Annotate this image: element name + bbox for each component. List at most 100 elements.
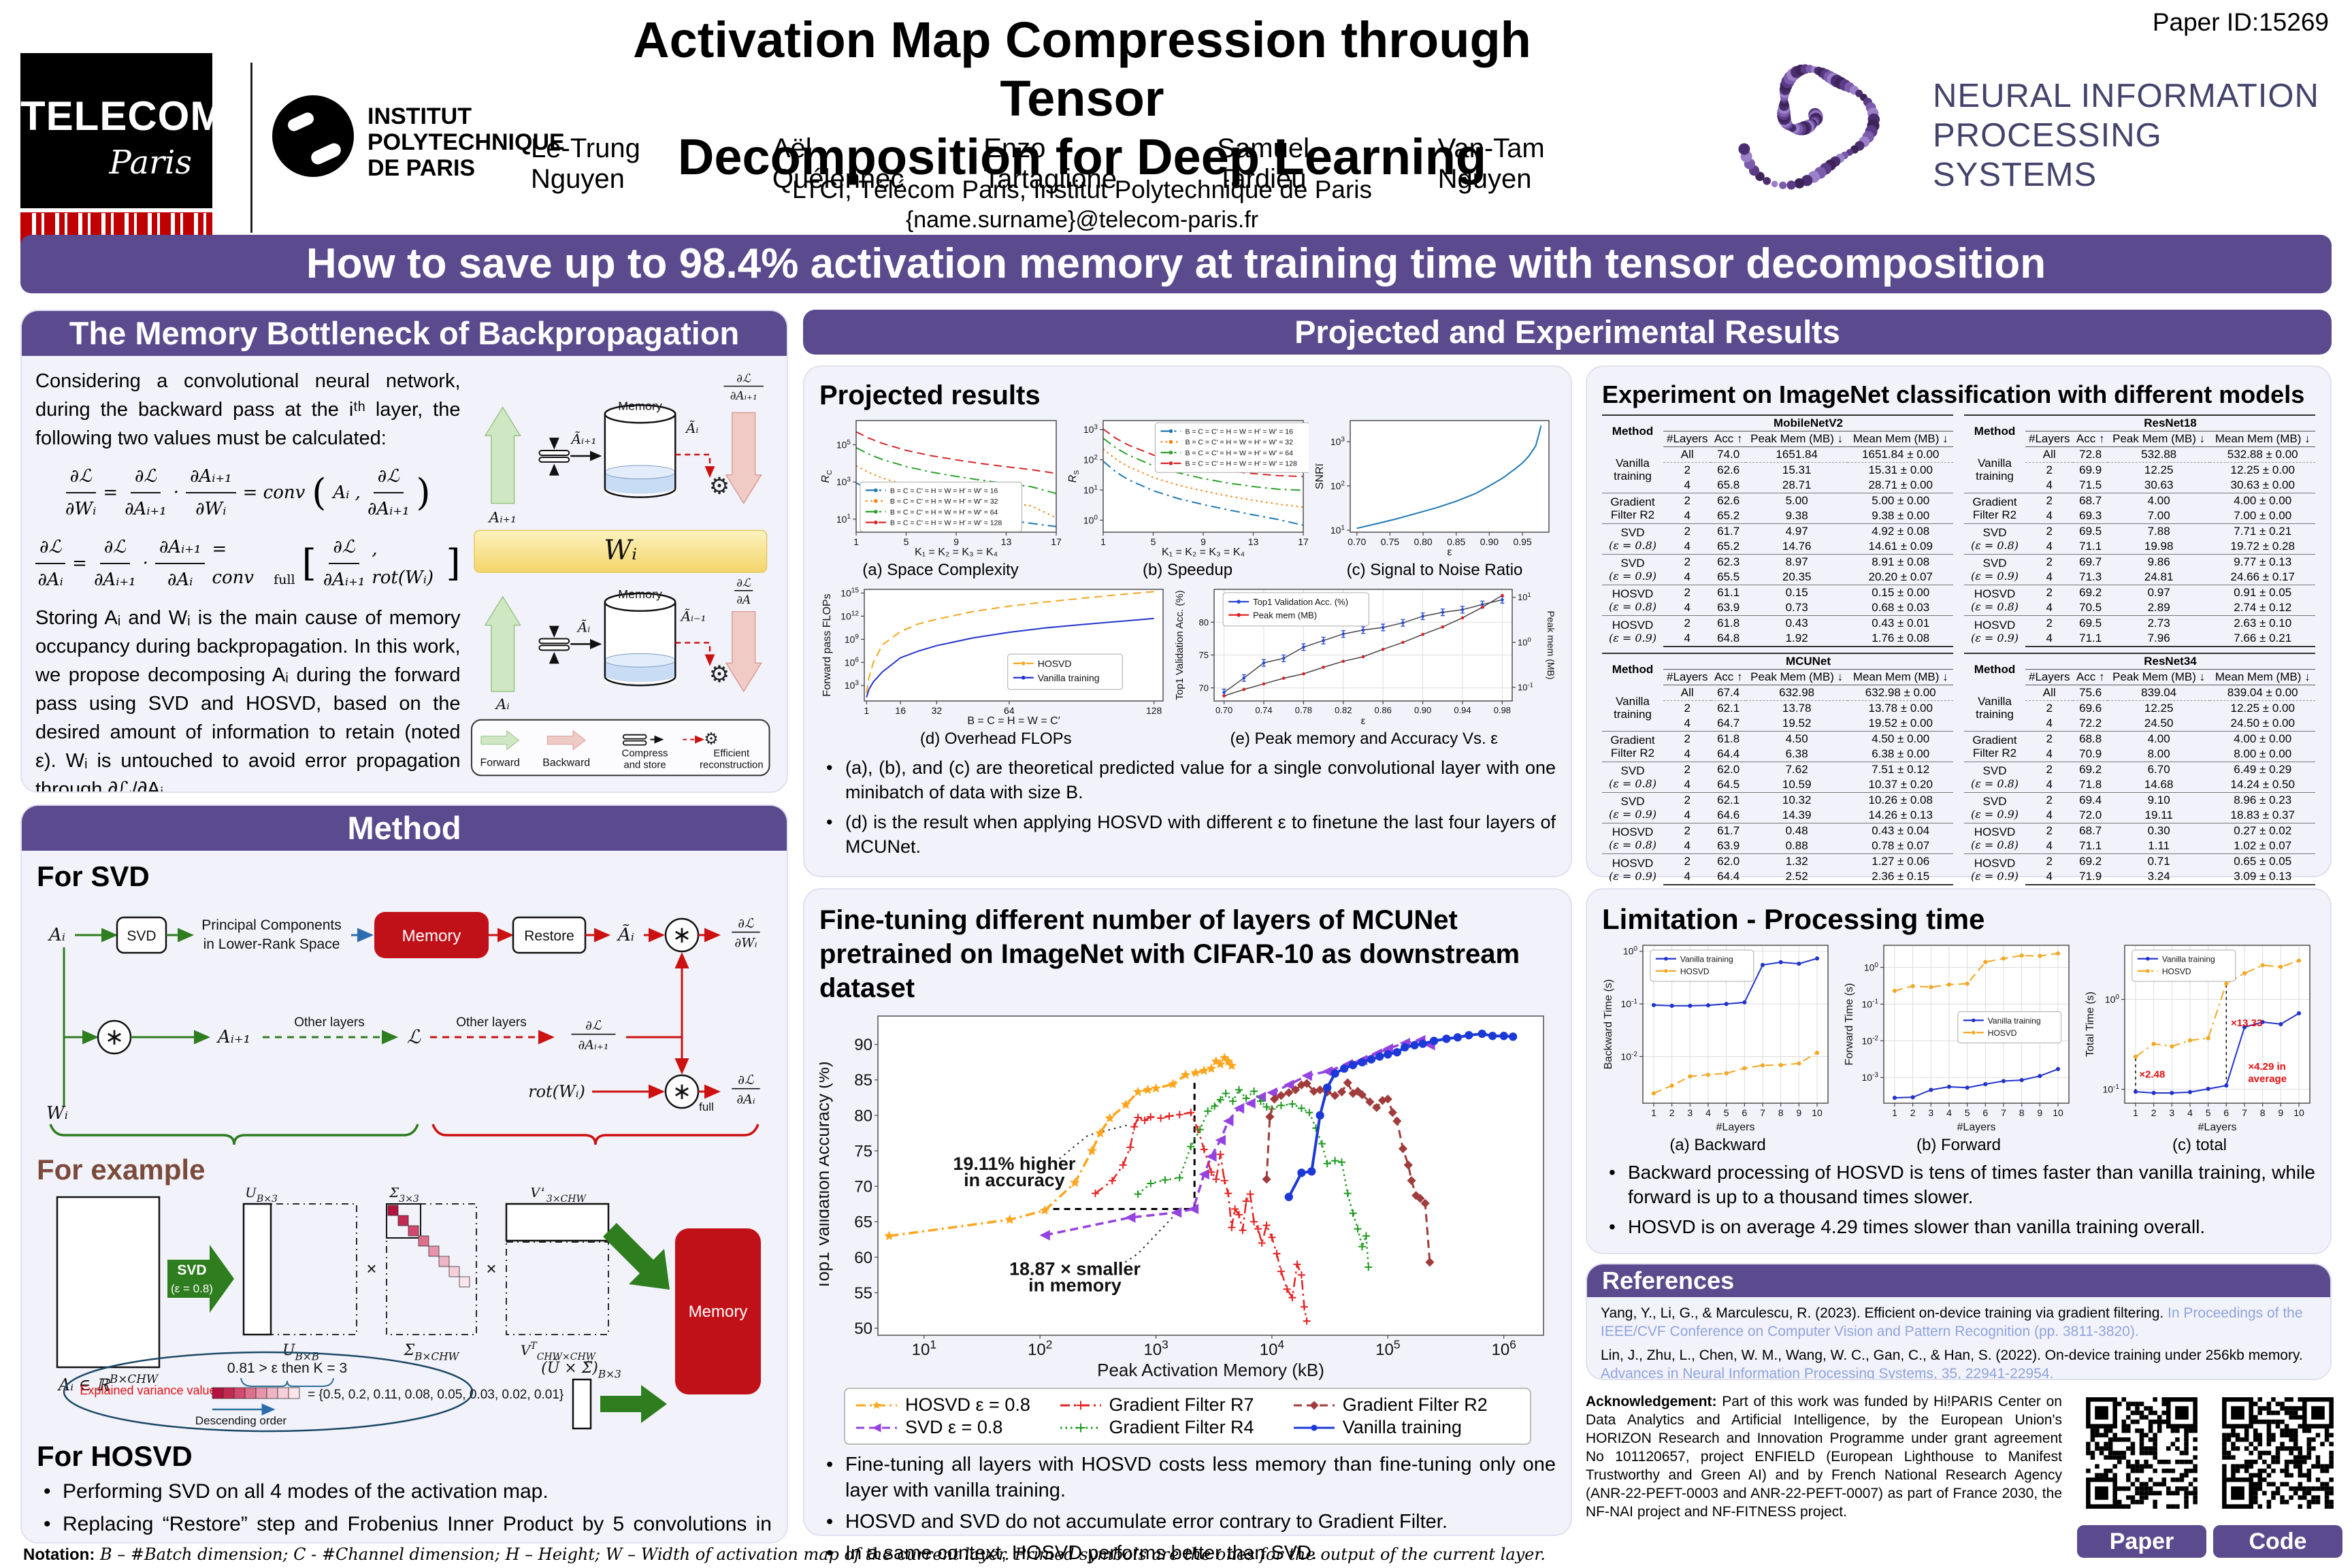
table-row: SVD (ε = 0.8) 2 69.5 7.88 7.71 ± 0.21 [1964, 523, 2315, 555]
svg-text:∗: ∗ [672, 922, 692, 948]
svg-text:HOSVD: HOSVD [1037, 658, 1071, 669]
email: {name.surname}@telecom-paris.fr [905, 207, 1259, 233]
svg-text:0.95: 0.95 [1513, 536, 1531, 547]
author: Samuel Tardieu [1217, 133, 1309, 194]
svg-text:B = C = C′ = H = W = H′ = W′ =: B = C = C′ = H = W = H′ = W′ = 32 [1185, 438, 1293, 446]
acknowledgement: Acknowledgement: Part of this work was f… [1586, 1394, 2062, 1520]
svg-text:B = C = C′ = H = W = H′ = W′ =: B = C = C′ = H = W = H′ = W′ = 16 [890, 487, 998, 495]
svg-text:10-1: 10-1 [1861, 998, 1878, 1010]
svg-text:SVD: SVD [127, 928, 156, 944]
svg-text:65: 65 [854, 1213, 872, 1232]
svg-text:103: 103 [1083, 424, 1098, 436]
svg-text:(ε = 0.8): (ε = 0.8) [171, 1282, 213, 1295]
svg-text:Total Time (s): Total Time (s) [2085, 992, 2096, 1057]
legend-item: Gradient Filter R7 [1060, 1394, 1254, 1415]
table-row: 4 64.5 10.59 10.37 ± 0.20 [1684, 778, 1933, 791]
svg-text:8: 8 [2019, 1107, 2025, 1118]
svg-text:4: 4 [1705, 1107, 1711, 1118]
author: Aël Quélennec [772, 133, 904, 194]
table-row: HOSVD (ε = 0.8) 2 61.1 0.15 0.15 ± 0.00 [1602, 585, 1953, 616]
table-row: 4 71.5 30.63 30.63 ± 0.00 [2046, 478, 2295, 491]
svg-text:0.78: 0.78 [1295, 705, 1312, 715]
svg-text:0.90: 0.90 [1480, 536, 1499, 547]
svg-text:in accuracy: in accuracy [964, 1170, 1065, 1190]
svg-text:∗: ∗ [672, 1079, 692, 1105]
forward-time-chart: 1 2 3 4 5 6 7 8 9 10 100 10-1 10-2 10-3 #Layers Forward… [1844, 945, 2070, 1133]
svg-text:Wᵢ: Wᵢ [604, 535, 637, 566]
table-row: HOSVD (ε = 0.9) 2 61.8 0.43 0.43 ± 0.01 [1602, 615, 1953, 647]
svg-text:5: 5 [1151, 536, 1156, 547]
svg-text:B = C = C′ = H = W = H′ = W′ =: B = C = C′ = H = W = H′ = W′ = 128 [1185, 460, 1297, 468]
svg-text:and store: and store [623, 760, 666, 770]
chart-caption: (b) Forward [1916, 1136, 2002, 1154]
table-row: 4 65.5 20.35 20.20 ± 0.07 [1684, 570, 1933, 583]
svg-text:90: 90 [854, 1036, 872, 1054]
svg-text:Aᵢ: Aᵢ [494, 696, 509, 713]
svg-text:⚙: ⚙ [704, 730, 718, 749]
svg-text:1: 1 [1892, 1107, 1897, 1118]
speedup-chart: 1 5 9 13 17 100 101 102 103 K₁ = K₂ = K₃ = K₄ RS B … [1067, 420, 1309, 558]
qr-paper: Paper [2077, 1388, 2206, 1558]
svg-text:106: 106 [1492, 1337, 1516, 1359]
table-row: SVD (ε = 0.9) 2 62.1 10.32 10.26 ± 0.08 [1602, 792, 1953, 823]
svg-text:103: 103 [1143, 1337, 1168, 1359]
overhead-flops-chart: 1 16 32 64 128 103 106 109 1012 1015 B = C = H = W… [821, 587, 1164, 727]
qr-paper-label: Paper [2077, 1525, 2206, 1558]
svg-text:3: 3 [2169, 1107, 2174, 1118]
qr-code-code [2213, 1388, 2342, 1518]
telecom-logo-text: TELECOM [20, 93, 225, 139]
svg-text:0.86: 0.86 [1375, 705, 1392, 715]
table-row: Vanilla training All 75.6 839.04 839.04 ± 0.0… [1976, 686, 2298, 721]
references-title: References [1587, 1264, 2330, 1297]
svg-text:100: 100 [2105, 994, 2120, 1005]
svg-text:Forward: Forward [480, 757, 519, 768]
legend-item: Gradient Filter R4 [1060, 1417, 1254, 1437]
svg-text:4: 4 [2187, 1107, 2193, 1118]
svg-text:2: 2 [1669, 1107, 1675, 1118]
svg-text:70: 70 [854, 1178, 872, 1196]
authors: Le-Trung Nguyen Aël Quélennec Enzo Tarta… [531, 133, 1633, 195]
svg-text:9: 9 [1200, 536, 1206, 547]
section-memory-bottleneck: The Memory Bottleneck of Backpropagation… [20, 310, 788, 793]
svg-text:×13.33: ×13.33 [2231, 1017, 2262, 1029]
svg-text:32: 32 [931, 705, 942, 716]
svg-text:5: 5 [904, 536, 909, 547]
svg-text:109: 109 [845, 634, 860, 645]
table-row: Gradient Filter R2 2 62.6 5.00 5.00 ± 0.00 [1602, 493, 1953, 524]
svg-text:ε: ε [1447, 546, 1452, 558]
table-row: 2 69.9 12.25 12.25 ± 0.00 [1964, 462, 2315, 478]
table-row: 4 65.8 28.71 28.71 ± 0.00 [1684, 478, 1933, 491]
svg-text:105: 105 [836, 439, 851, 451]
svg-text:#Layers: #Layers [1716, 1122, 1755, 1133]
svg-text:19.11% higher: 19.11% higher [953, 1154, 1076, 1174]
svg-text:10-1: 10-1 [1518, 681, 1533, 692]
svg-text:1: 1 [864, 705, 869, 716]
svg-text:Ãᵢ₊₁: Ãᵢ₊₁ [570, 431, 596, 447]
results-table-resnet18: Method ResNet18 #Layers Acc ↑ Peak Mem (MB) … [1964, 414, 2315, 647]
svg-text:3: 3 [1687, 1107, 1693, 1118]
author: Enzo Tartaglione [983, 133, 1117, 194]
table-row: 4 71.1 1.11 1.02 ± 0.07 [2046, 839, 2292, 852]
svg-text:B = C = H = W = C′: B = C = H = W = C′ [967, 715, 1060, 727]
svg-text:∂ℒ: ∂ℒ [736, 576, 751, 589]
svg-text:10-2: 10-2 [1620, 1051, 1637, 1062]
table-row: 2 62.6 15.31 15.31 ± 0.00 [1602, 462, 1953, 478]
svg-text:Aᵢ₊₁: Aᵢ₊₁ [487, 509, 517, 526]
svg-text:85: 85 [854, 1071, 872, 1090]
svg-text:0.75: 0.75 [1381, 536, 1399, 547]
peakmem-accuracy-chart: 0.70 0.74 0.78 0.82 0.86 0.90 0.94 0.98 70 75 80 10… [1174, 589, 1554, 727]
table-row: 4 64.4 2.52 2.36 ± 0.15 [1602, 869, 1953, 885]
legend-item: Gradient Filter R2 [1292, 1394, 1520, 1416]
svg-text:0.81 > ε then K = 3: 0.81 > ε then K = 3 [227, 1360, 347, 1376]
bottleneck-text: Considering a convolutional neural netwo… [35, 370, 461, 793]
svg-text:103: 103 [1330, 436, 1345, 447]
table-row: SVD (ε = 0.8) 2 61.7 4.97 4.92 ± 0.08 [1602, 523, 1953, 555]
svg-text:5: 5 [2206, 1107, 2211, 1118]
table-row: 4 71.1 7.96 7.66 ± 0.21 [1964, 631, 2315, 647]
results-table-mcunet: Method MCUNet #Layers Acc ↑ Peak Mem (MB) ↓ M… [1602, 653, 1953, 885]
card-title: Fine-tuning different number of layers o… [819, 905, 1520, 1003]
svg-text:∂ℒ: ∂ℒ [585, 1018, 602, 1033]
card-title: Projected results [819, 380, 1041, 410]
svg-text:1: 1 [2133, 1107, 2138, 1118]
svg-text:Forward pass FLOPs: Forward pass FLOPs [821, 593, 833, 696]
